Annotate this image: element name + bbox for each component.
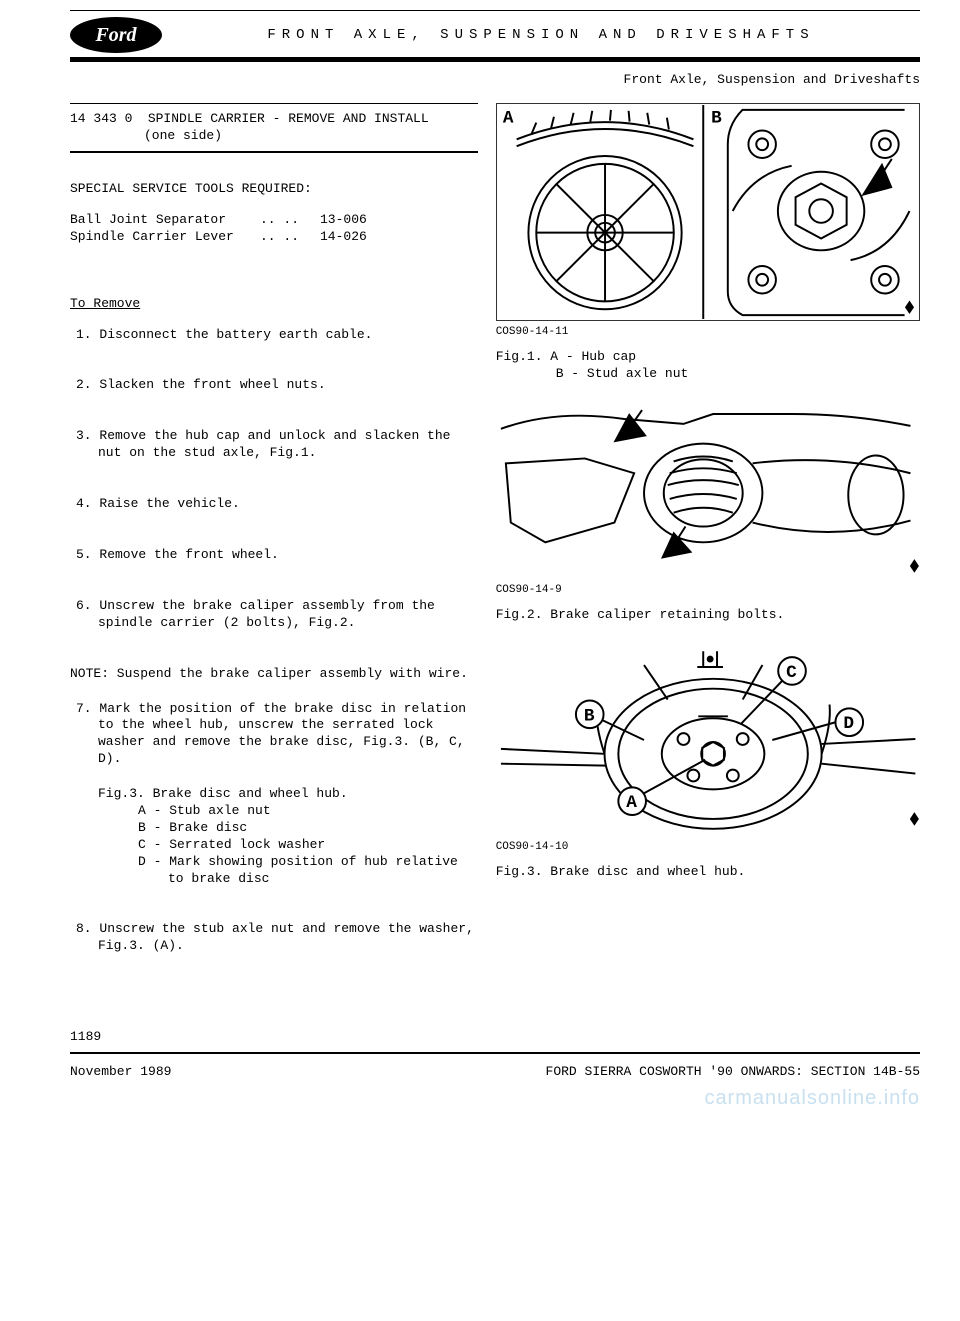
proc-title: SPINDLE CARRIER - REMOVE AND INSTALL <box>148 111 429 126</box>
page-number: 1189 <box>70 1029 920 1046</box>
fig3-head: Fig.3. Brake disc and wheel hub. <box>98 786 478 803</box>
proc-code: 14 343 0 <box>70 110 140 128</box>
fig1-cap1: Fig.1. A - Hub cap <box>496 349 920 366</box>
tool-dots: .. .. <box>260 212 320 229</box>
figure-3-ref-row: COS90-14-10 <box>496 840 920 854</box>
figure-2: COS90-14-9 Fig.2. Brake caliper retainin… <box>496 403 920 624</box>
tool-row: Ball Joint Separator .. .. 13-006 <box>70 212 478 229</box>
footer-left: November 1989 <box>70 1064 171 1081</box>
logo-text: Ford <box>95 22 136 48</box>
remove-heading: To Remove <box>70 296 478 313</box>
figure-1-ref-row: COS90-14-11 <box>496 325 920 339</box>
fig3-a: A - Stub axle nut <box>98 803 478 820</box>
label-a-text: A <box>503 109 514 129</box>
figure-2-caption: Fig.2. Brake caliper retaining bolts. <box>496 607 920 624</box>
header-title: FRONT AXLE, SUSPENSION AND DRIVESHAFTS <box>182 26 920 44</box>
fig3-b: B - Brake disc <box>98 820 478 837</box>
watermark: carmanualsonline.info <box>70 1085 920 1111</box>
tool-dots: .. .. <box>260 229 320 246</box>
step-1: 1. Disconnect the battery earth cable. <box>70 327 478 344</box>
label-b-text: B <box>711 109 722 129</box>
figure-1: A <box>496 103 920 383</box>
figure-2-ref: COS90-14-9 <box>496 583 562 597</box>
tool-code: 14-026 <box>320 229 390 246</box>
procedure-heading: 14 343 0 SPINDLE CARRIER - REMOVE AND IN… <box>70 103 478 153</box>
figure-1-ref: COS90-14-11 <box>496 325 569 339</box>
tools-table: Ball Joint Separator .. .. 13-006 Spindl… <box>70 212 478 246</box>
note-caliper: NOTE: Suspend the brake caliper assembly… <box>70 666 478 683</box>
f3-label-d: D <box>843 714 854 734</box>
step-5: 5. Remove the front wheel. <box>70 547 478 564</box>
step-2: 2. Slacken the front wheel nuts. <box>70 377 478 394</box>
fig1-cap2: B - Stud axle nut <box>496 366 920 383</box>
figure-2-image <box>496 403 920 579</box>
f3-label-b: B <box>584 706 595 726</box>
ford-logo: Ford <box>70 17 162 53</box>
fig3-inline-desc: Fig.3. Brake disc and wheel hub. A - Stu… <box>70 786 478 887</box>
sub-header: Front Axle, Suspension and Driveshafts <box>70 72 920 89</box>
step-8: 8. Unscrew the stub axle nut and remove … <box>70 921 478 955</box>
fig3-c: C - Serrated lock washer <box>98 837 478 854</box>
step-6: 6. Unscrew the brake caliper assembly fr… <box>70 598 478 632</box>
footer-right: FORD SIERRA COSWORTH '90 ONWARDS: SECTIO… <box>546 1064 920 1081</box>
f3-label-a: A <box>626 793 637 813</box>
tools-heading: SPECIAL SERVICE TOOLS REQUIRED: <box>70 181 478 198</box>
right-column: A <box>496 103 920 989</box>
figure-3-caption: Fig.3. Brake disc and wheel hub. <box>496 864 920 881</box>
tool-name: Spindle Carrier Lever <box>70 229 260 246</box>
figure-3-image: C B D A <box>496 644 920 836</box>
bottom-rule <box>70 1052 920 1054</box>
step-3: 3. Remove the hub cap and unlock and sla… <box>70 428 478 462</box>
tool-row: Spindle Carrier Lever .. .. 14-026 <box>70 229 478 246</box>
figure-1-image: A <box>496 103 920 321</box>
footer-row: November 1989 FORD SIERRA COSWORTH '90 O… <box>70 1064 920 1081</box>
f3-label-c: C <box>786 663 797 683</box>
left-column: 14 343 0 SPINDLE CARRIER - REMOVE AND IN… <box>70 103 478 989</box>
tool-name: Ball Joint Separator <box>70 212 260 229</box>
page-header: Ford FRONT AXLE, SUSPENSION AND DRIVESHA… <box>70 10 920 62</box>
content-columns: 14 343 0 SPINDLE CARRIER - REMOVE AND IN… <box>70 103 920 989</box>
step-7: 7. Mark the position of the brake disc i… <box>70 701 478 769</box>
proc-title2: (one side) <box>144 128 222 143</box>
figure-3: C B D A <box>496 644 920 881</box>
fig3-d: D - Mark showing position of hub relativ… <box>98 854 478 888</box>
step-4: 4. Raise the vehicle. <box>70 496 478 513</box>
figure-3-ref: COS90-14-10 <box>496 840 569 854</box>
figure-2-ref-row: COS90-14-9 <box>496 583 920 597</box>
tool-code: 13-006 <box>320 212 390 229</box>
figure-1-caption: Fig.1. A - Hub cap B - Stud axle nut <box>496 349 920 383</box>
